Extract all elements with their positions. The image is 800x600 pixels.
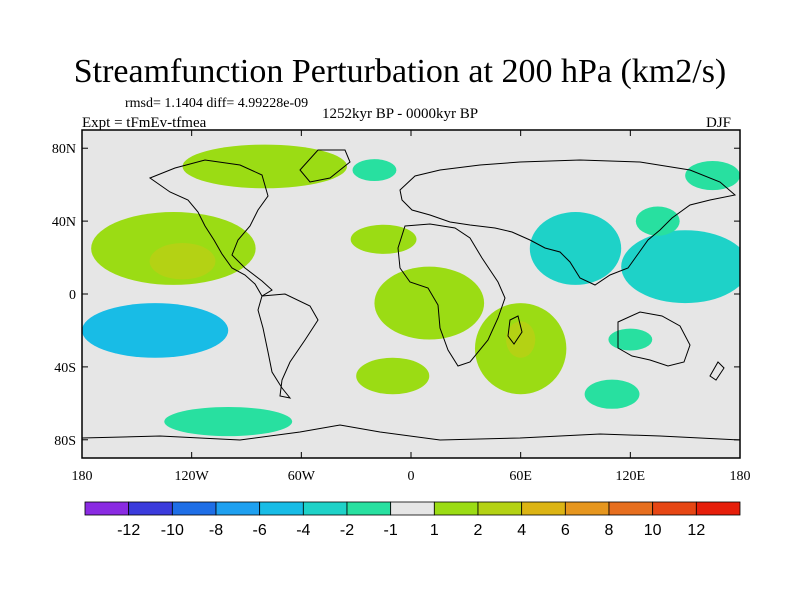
coastlines bbox=[82, 149, 740, 441]
coastline-south-america bbox=[257, 293, 319, 399]
field-asia-negative bbox=[529, 212, 622, 285]
period-label: 1252kyr BP - 0000kyr BP bbox=[322, 106, 479, 122]
colorbar-label: -8 bbox=[209, 522, 223, 539]
x-tick-label: 180 bbox=[72, 469, 93, 484]
colorbar-box bbox=[390, 501, 435, 516]
colorbar-box bbox=[477, 501, 523, 516]
axis-ticks: 180 120W 60W 0 60E 120E 180 80N 40N 0 40S 80S bbox=[52, 130, 751, 484]
x-tick-label: 180 bbox=[730, 469, 751, 484]
colorbar-box bbox=[171, 501, 217, 516]
colorbar-label: 8 bbox=[605, 522, 614, 539]
field-south-pacific-negative bbox=[82, 303, 229, 358]
coastline-madagascar bbox=[507, 315, 523, 345]
field-bering-negative bbox=[685, 160, 740, 191]
coastline-eurasia bbox=[399, 159, 737, 286]
colorbar-box bbox=[564, 501, 610, 516]
x-tick-label: 120E bbox=[616, 469, 646, 484]
field-greenland-negative bbox=[352, 159, 397, 182]
x-tick-label: 60W bbox=[288, 469, 316, 484]
y-tick-label: 80N bbox=[52, 142, 76, 157]
season-label: DJF bbox=[706, 115, 732, 131]
colorbar-label: 4 bbox=[517, 522, 526, 539]
field-pacific-north-core bbox=[149, 242, 216, 280]
field-south-pacific-south-negative bbox=[584, 379, 640, 409]
colorbar-label: -4 bbox=[296, 522, 310, 539]
coastline-antarctica bbox=[82, 424, 740, 441]
colorbar-box bbox=[695, 501, 741, 516]
field-atlantic-positive bbox=[350, 224, 417, 254]
x-tick-label: 0 bbox=[408, 469, 415, 484]
colorbar-label: -6 bbox=[253, 522, 267, 539]
y-tick-label: 40S bbox=[54, 361, 76, 376]
colorbar-label: -1 bbox=[384, 522, 398, 539]
stats-text: rmsd= 1.1404 diff= 4.99228e-09 bbox=[125, 96, 309, 111]
colorbar-label: 12 bbox=[687, 522, 705, 539]
colorbar-box bbox=[84, 501, 130, 516]
y-tick-label: 80S bbox=[54, 434, 76, 449]
colorbar-label: 1 bbox=[430, 522, 439, 539]
coastline-north-america bbox=[148, 159, 273, 297]
colorbar-label: 2 bbox=[474, 522, 483, 539]
field-south-atlantic-positive bbox=[356, 357, 430, 395]
field-southern-ocean-negative bbox=[164, 406, 293, 437]
field-australia-east-negative bbox=[608, 328, 653, 351]
field-africa-positive bbox=[374, 266, 485, 340]
colorbar-box bbox=[521, 501, 566, 516]
coastline-new-zealand bbox=[709, 361, 725, 381]
colorbar-box bbox=[215, 501, 261, 516]
colorbar-box bbox=[608, 501, 654, 516]
experiment-label: Expt = tFmEv-tfmea bbox=[82, 115, 207, 131]
field-west-pacific-negative bbox=[621, 230, 740, 304]
colorbar: -12 -10 -8 -6 -4 -2 -1 1 2 4 6 8 10 12 bbox=[84, 501, 741, 539]
contour-fields bbox=[82, 144, 740, 437]
colorbar-box bbox=[433, 501, 479, 516]
colorbar-label: -10 bbox=[161, 522, 184, 539]
field-japan-negative bbox=[635, 206, 680, 236]
coastline-africa bbox=[397, 223, 506, 367]
y-tick-label: 0 bbox=[69, 288, 76, 303]
colorbar-label: -12 bbox=[117, 522, 140, 539]
colorbar-label: 6 bbox=[561, 522, 570, 539]
x-tick-label: 60E bbox=[509, 469, 532, 484]
plot-frame bbox=[81, 129, 741, 459]
coastline-australia bbox=[617, 311, 691, 367]
y-tick-label: 40N bbox=[52, 215, 76, 230]
colorbar-box bbox=[346, 501, 392, 516]
coastline-greenland bbox=[299, 149, 351, 183]
colorbar-label: -2 bbox=[340, 522, 354, 539]
plot-area: 180 120W 60W 0 60E 120E 180 80N 40N 0 40S 80S bbox=[52, 129, 751, 484]
colorbar-box bbox=[652, 501, 697, 516]
colorbar-label: 10 bbox=[644, 522, 662, 539]
field-indian-ocean-core bbox=[506, 321, 536, 358]
colorbar-box bbox=[302, 501, 348, 516]
chart-title: Streamfunction Perturbation at 200 hPa (… bbox=[73, 53, 727, 90]
colorbar-box bbox=[128, 501, 173, 516]
x-tick-label: 120W bbox=[175, 469, 210, 484]
colorbar-box bbox=[259, 501, 304, 516]
field-arctic-canada-positive bbox=[182, 144, 348, 189]
